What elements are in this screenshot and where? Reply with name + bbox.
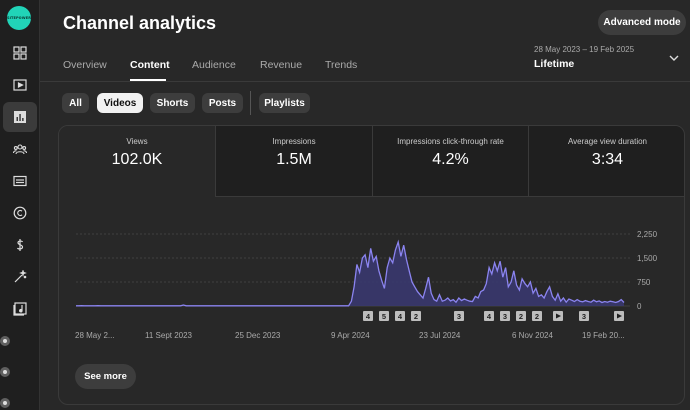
- see-more-button[interactable]: See more: [75, 364, 136, 389]
- y-tick-label: 0: [637, 302, 642, 311]
- filter-chip-playlists[interactable]: Playlists: [259, 93, 310, 113]
- copyright-icon[interactable]: [3, 198, 37, 228]
- metric-avg-view-duration[interactable]: Average view duration 3:34: [529, 126, 684, 197]
- advanced-mode-button[interactable]: Advanced mode: [598, 10, 686, 35]
- filter-chip-all[interactable]: All: [62, 93, 89, 113]
- customization-icon[interactable]: [3, 262, 37, 292]
- marker-count: 3: [582, 312, 586, 321]
- metric-ctr[interactable]: Impressions click-through rate 4.2%: [373, 126, 529, 197]
- subtitles-icon[interactable]: [3, 166, 37, 196]
- community-icon[interactable]: [3, 134, 37, 164]
- video-marker: [411, 311, 421, 321]
- date-preset-label[interactable]: Lifetime: [534, 58, 575, 70]
- metric-views[interactable]: Views 102.0K: [59, 126, 216, 197]
- x-tick-label: 23 Jul 2024: [419, 331, 461, 340]
- channel-logo[interactable]: SITEPOWER: [7, 6, 31, 30]
- metric-label: Views: [126, 137, 148, 146]
- video-marker: [579, 311, 589, 321]
- metric-value: 3:34: [591, 151, 624, 168]
- video-marker: [363, 311, 373, 321]
- metric-value: 102.0K: [111, 151, 163, 168]
- metric-value: 1.5M: [276, 151, 312, 168]
- analytics-icon[interactable]: [3, 102, 37, 132]
- analytics-card: Views 102.0K Impressions 1.5M Impression…: [58, 125, 685, 405]
- channel-switch-icon[interactable]: [0, 367, 10, 377]
- header-divider: [40, 81, 690, 82]
- y-tick-label: 1,500: [637, 254, 658, 263]
- marker-count: 4: [398, 312, 403, 321]
- channel-switch-icon[interactable]: [0, 336, 10, 346]
- content-icon[interactable]: [3, 70, 37, 100]
- channel-switch-icon[interactable]: [0, 398, 10, 408]
- marker-count: 2: [519, 312, 523, 321]
- dashboard-icon[interactable]: [3, 38, 37, 68]
- x-tick-label: 25 Dec 2023: [235, 331, 281, 340]
- x-tick-label: 11 Sept 2023: [145, 331, 193, 340]
- marker-count: 4: [366, 312, 371, 321]
- date-range-text[interactable]: 28 May 2023 – 19 Feb 2025: [534, 45, 635, 54]
- audio-library-icon[interactable]: [3, 294, 37, 324]
- filter-chip-videos[interactable]: Videos: [97, 93, 143, 113]
- video-marker: [516, 311, 526, 321]
- metric-label: Impressions click-through rate: [397, 137, 504, 146]
- marker-count: 4: [487, 312, 492, 321]
- metric-value: 4.2%: [432, 151, 469, 168]
- earn-icon[interactable]: [3, 230, 37, 260]
- views-chart[interactable]: 2,250 1,500 750 0 4 5 4 2 3 4 3 2 2 3 28 May 2... 11 Se…: [59, 197, 685, 357]
- filter-divider: [250, 91, 251, 115]
- left-nav-rail: SITEPOWER: [0, 0, 40, 410]
- metric-impressions[interactable]: Impressions 1.5M: [216, 126, 373, 197]
- video-marker: [532, 311, 542, 321]
- metric-tabs: Views 102.0K Impressions 1.5M Impression…: [59, 126, 684, 197]
- x-tick-label: 6 Nov 2024: [512, 331, 553, 340]
- marker-count: 2: [535, 312, 539, 321]
- active-tab-indicator: [130, 79, 166, 81]
- y-tick-label: 2,250: [637, 230, 658, 239]
- tab-overview[interactable]: Overview: [63, 59, 107, 71]
- marker-count: 3: [457, 312, 461, 321]
- filter-chip-shorts[interactable]: Shorts: [150, 93, 195, 113]
- filter-chip-posts[interactable]: Posts: [202, 93, 243, 113]
- page-title: Channel analytics: [63, 13, 217, 33]
- video-marker: [454, 311, 464, 321]
- video-marker: [379, 311, 389, 321]
- marker-count: 3: [503, 312, 507, 321]
- views-series-area: [76, 242, 624, 306]
- metric-label: Impressions: [272, 137, 316, 146]
- tab-content[interactable]: Content: [130, 59, 170, 71]
- chevron-down-icon[interactable]: [668, 53, 680, 63]
- play-icon: [617, 313, 622, 319]
- video-marker: [500, 311, 510, 321]
- metric-label: Average view duration: [567, 137, 647, 146]
- x-tick-label: 19 Feb 20...: [582, 331, 625, 340]
- x-tick-label: 9 Apr 2024: [331, 331, 370, 340]
- tab-audience[interactable]: Audience: [192, 59, 236, 71]
- play-icon: [556, 313, 561, 319]
- y-tick-label: 750: [637, 278, 651, 287]
- marker-count: 2: [414, 312, 418, 321]
- video-marker: [395, 311, 405, 321]
- tab-trends[interactable]: Trends: [325, 59, 358, 71]
- marker-count: 5: [382, 312, 386, 321]
- views-series-line: [76, 239, 625, 307]
- x-tick-label: 28 May 2...: [75, 331, 115, 340]
- tab-revenue[interactable]: Revenue: [260, 59, 303, 71]
- video-marker: [484, 311, 494, 321]
